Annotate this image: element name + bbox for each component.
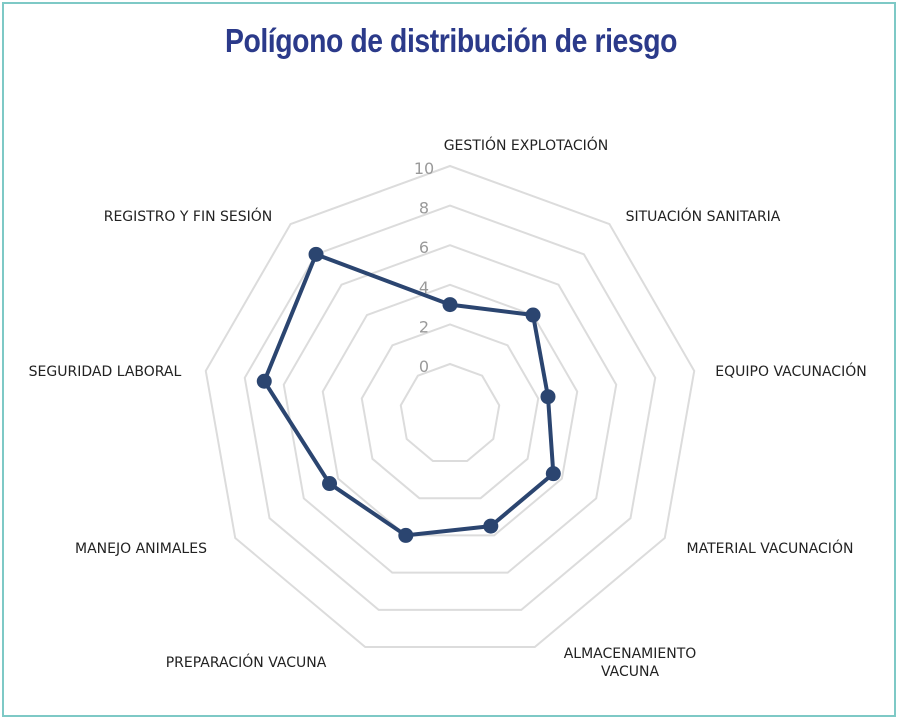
radar-tick-labels: 0 2 4 6 8 10 bbox=[414, 159, 434, 376]
tick-label: 2 bbox=[419, 317, 429, 336]
data-point bbox=[545, 466, 561, 482]
data-point bbox=[525, 307, 541, 323]
data-point bbox=[442, 297, 458, 313]
tick-label: 0 bbox=[419, 357, 429, 376]
category-label: PREPARACIÓN VACUNA bbox=[166, 653, 327, 671]
category-label: REGISTRO Y FIN SESIÓN bbox=[104, 207, 273, 225]
tick-label: 8 bbox=[419, 199, 429, 218]
radar-series bbox=[256, 246, 561, 543]
grid-ring bbox=[204, 164, 696, 649]
category-label: SITUACIÓN SANITARIA bbox=[626, 207, 781, 225]
grid-ring bbox=[360, 323, 540, 500]
data-point bbox=[483, 518, 499, 534]
series-line bbox=[262, 252, 556, 538]
data-point bbox=[308, 246, 324, 262]
category-label: ALMACENAMIENTO VACUNA bbox=[564, 646, 697, 680]
data-point bbox=[256, 373, 272, 389]
chart-title: Polígono de distribución de riesgo bbox=[224, 22, 678, 59]
category-label: EQUIPO VACUNACIÓN bbox=[715, 362, 866, 380]
grid-ring bbox=[282, 244, 618, 574]
grid-ring bbox=[243, 204, 657, 611]
category-label: GESTIÓN EXPLOTACIÓN bbox=[444, 136, 609, 154]
radar-category-labels: GESTIÓN EXPLOTACIÓN SITUACIÓN SANITARIA EQ… bbox=[29, 136, 867, 680]
category-label: MANEJO ANIMALES bbox=[75, 541, 207, 557]
tick-label: 10 bbox=[414, 159, 434, 178]
tick-label: 6 bbox=[419, 238, 429, 257]
grid-ring bbox=[399, 362, 501, 462]
data-point bbox=[322, 476, 338, 492]
data-point bbox=[540, 389, 556, 405]
category-label: MATERIAL VACUNACIÓN bbox=[687, 539, 854, 557]
grid-ring bbox=[321, 283, 579, 537]
tick-label: 4 bbox=[419, 278, 429, 297]
category-label: SEGURIDAD LABORAL bbox=[29, 364, 182, 380]
data-point bbox=[398, 527, 414, 543]
radar-grid bbox=[204, 164, 696, 649]
